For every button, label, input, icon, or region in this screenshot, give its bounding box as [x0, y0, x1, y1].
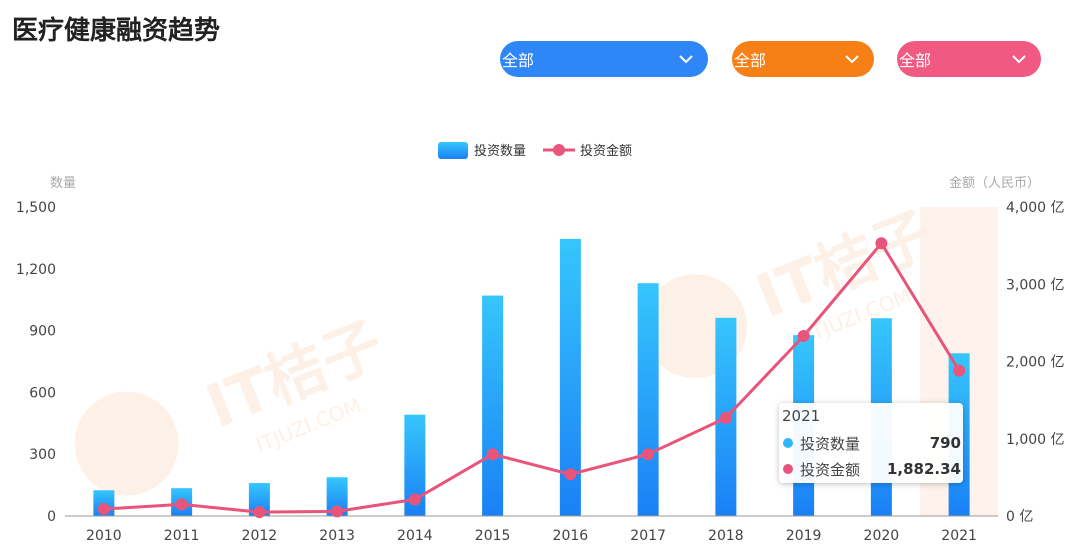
- y-left-tick-label: 900: [29, 324, 56, 340]
- x-tick-label: 2012: [242, 528, 278, 544]
- x-tick-label: 2011: [164, 528, 200, 544]
- y-right-tick-label: 3,000 亿: [1006, 277, 1065, 293]
- y-left-ticks: 0 300 600 900 1,200 1,500: [16, 200, 56, 525]
- y-left-tick-label: 600: [29, 385, 56, 401]
- legend: 投资数量 投资金额: [438, 142, 632, 159]
- tooltip-row-count: 投资数量 790: [781, 430, 961, 456]
- amount-point: [408, 493, 421, 506]
- y-right-axis-title: 金额（人民币）: [949, 175, 1040, 191]
- amount-point: [97, 503, 110, 516]
- x-tick-label: 2015: [475, 528, 511, 544]
- watermark-logo-icon: [74, 391, 179, 496]
- count-bar: [559, 238, 581, 516]
- tooltip-value-amount: 1,882.34: [886, 460, 961, 478]
- chevron-down-icon: [845, 55, 859, 64]
- legend-bar-swatch: [438, 142, 468, 159]
- chart-tooltip: 2021 投资数量 790 投资金额 1,882.34: [779, 403, 963, 483]
- legend-label-count: 投资数量: [474, 143, 526, 159]
- x-tick-label: 2018: [708, 528, 744, 544]
- y-left-tick-label: 1,500: [16, 200, 56, 216]
- x-tick-label: 2016: [553, 528, 589, 544]
- amount-point: [642, 448, 655, 461]
- y-right-tick-label: 2,000 亿: [1006, 355, 1065, 371]
- tooltip-name-amount: 投资金额: [800, 460, 861, 479]
- filter-dropdown-3-label: 全部: [899, 51, 932, 70]
- amount-point: [953, 364, 966, 377]
- y-left-tick-label: 0: [47, 509, 56, 525]
- y-left-tick-label: 1,200: [16, 262, 56, 278]
- amount-point: [719, 411, 732, 424]
- filter-dropdown-1-label: 全部: [502, 51, 535, 70]
- y-right-tick-label: 0 亿: [1006, 509, 1033, 525]
- amount-point: [331, 505, 344, 518]
- y-right-tick-label: 4,000 亿: [1006, 200, 1065, 216]
- filter-dropdown-2-label: 全部: [734, 51, 767, 70]
- chevron-down-icon: [679, 55, 693, 64]
- count-bar: [637, 283, 659, 516]
- x-tick-label: 2014: [397, 528, 433, 544]
- watermark-2: IT桔子 ITJUZI.COM: [643, 199, 943, 379]
- tooltip-value-count: 790: [929, 434, 961, 452]
- count-bar: [248, 483, 270, 516]
- filter-dropdown-3[interactable]: 全部: [897, 41, 1041, 77]
- amount-points: [97, 237, 966, 519]
- tooltip-name-count: 投资数量: [800, 434, 861, 453]
- page-title: 医疗健康融资趋势: [12, 16, 221, 46]
- amount-point: [253, 506, 266, 519]
- x-tick-label: 2010: [86, 528, 122, 544]
- amount-point: [875, 237, 888, 250]
- amount-point: [486, 448, 499, 461]
- amount-line: [103, 241, 961, 514]
- x-tick-label: 2019: [786, 528, 822, 544]
- x-tick-label: 2017: [630, 528, 666, 544]
- count-bar: [404, 414, 426, 516]
- tooltip-title: 2021: [782, 407, 821, 425]
- y-left-axis-title: 数量: [50, 176, 76, 191]
- chevron-down-icon: [1012, 55, 1026, 64]
- tooltip-row-amount: 投资金额 1,882.34: [781, 456, 961, 482]
- y-left-tick-label: 300: [29, 447, 56, 463]
- x-ticks: 2010 2011 2012 2013 2014 2015 2016 2017 2018 2019…: [86, 528, 977, 544]
- filter-dropdown-2[interactable]: 全部: [732, 41, 874, 77]
- x-tick-label: 2021: [941, 528, 977, 544]
- legend-label-amount: 投资金额: [580, 143, 632, 159]
- amount-point: [797, 330, 810, 343]
- amount-point: [175, 498, 188, 511]
- count-bar: [482, 295, 504, 516]
- amount-point: [564, 468, 577, 481]
- filter-dropdown-1[interactable]: 全部: [500, 41, 708, 77]
- x-tick-label: 2013: [319, 528, 355, 544]
- tooltip-dot-count: [783, 438, 793, 448]
- legend-line-dot: [553, 144, 565, 156]
- tooltip-dot-amount: [783, 464, 793, 474]
- count-bar: [326, 477, 348, 516]
- y-right-ticks: 0 亿 1,000 亿 2,000 亿 3,000 亿 4,000 亿: [1006, 200, 1065, 525]
- x-tick-label: 2020: [864, 528, 900, 544]
- watermark-1: IT桔子 ITJUZI.COM: [74, 309, 393, 496]
- y-right-tick-label: 1,000 亿: [1006, 432, 1065, 448]
